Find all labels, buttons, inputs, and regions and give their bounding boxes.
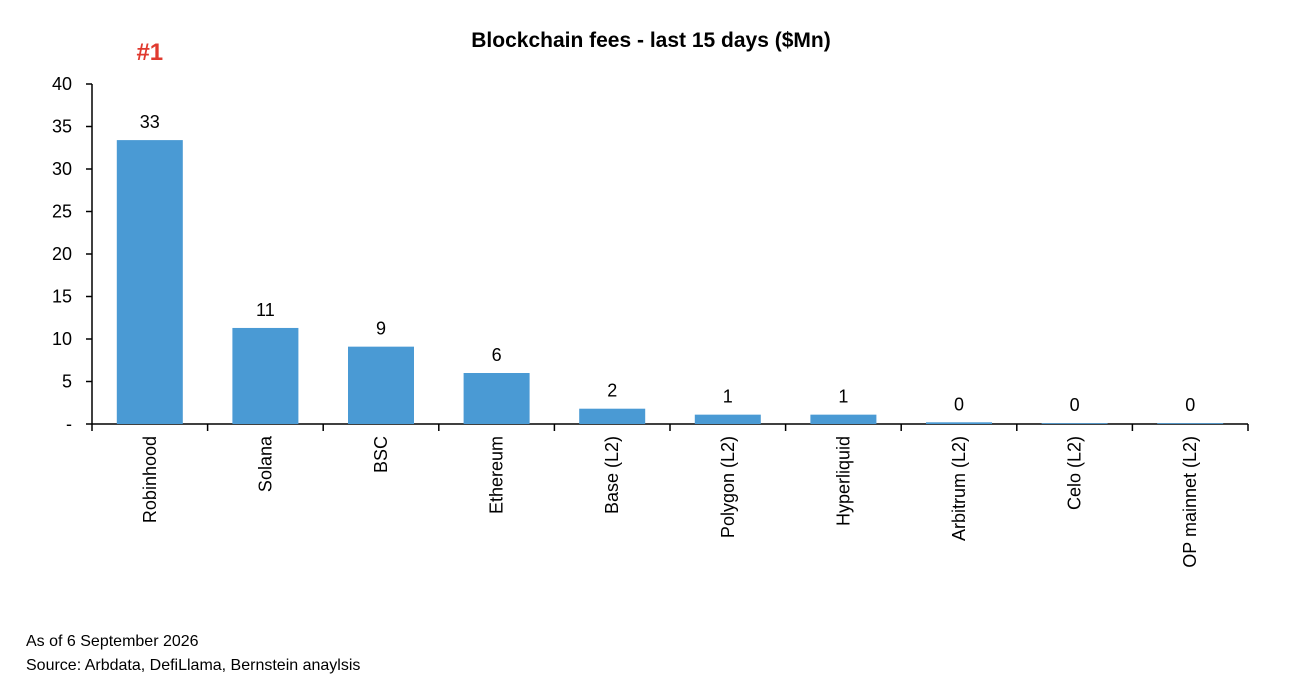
chart-title: Blockchain fees - last 15 days ($Mn) bbox=[471, 29, 830, 52]
y-tick-label: 5 bbox=[62, 372, 72, 392]
annotations: #1 bbox=[136, 39, 163, 66]
bar bbox=[348, 346, 414, 424]
bar bbox=[232, 327, 299, 424]
x-tick-label: BSC bbox=[371, 436, 391, 473]
x-tick-label: OP mainnet (L2) bbox=[1180, 436, 1200, 568]
bar bbox=[694, 414, 761, 424]
x-tick-label: Robinhood bbox=[140, 436, 160, 523]
data-label: 9 bbox=[376, 319, 386, 339]
bar bbox=[1157, 423, 1224, 424]
data-label: 33 bbox=[140, 112, 160, 132]
bar-chart: Blockchain fees - last 15 days ($Mn) - 5 1… bbox=[52, 29, 1249, 568]
x-tick-label: Polygon (L2) bbox=[718, 436, 738, 538]
bar bbox=[926, 422, 992, 424]
source-note: Source: Arbdata, DefiLlama, Bernstein an… bbox=[26, 657, 361, 674]
data-label: 11 bbox=[256, 300, 275, 320]
data-label: 0 bbox=[954, 394, 964, 414]
data-label: 1 bbox=[723, 387, 733, 407]
x-tick-label: Arbitrum (L2) bbox=[949, 436, 969, 541]
x-tick-label: Hyperliquid bbox=[833, 436, 853, 526]
data-label: 6 bbox=[492, 345, 502, 365]
bar bbox=[579, 408, 646, 424]
x-tick-label: Solana bbox=[255, 435, 275, 492]
bar bbox=[116, 140, 183, 424]
data-label: 0 bbox=[1185, 395, 1195, 415]
y-tick-label: 30 bbox=[52, 159, 72, 179]
x-tick-label: Ethereum bbox=[487, 436, 507, 514]
x-tick-label: Base (L2) bbox=[602, 436, 622, 514]
x-axis bbox=[91, 423, 1249, 431]
y-tick-label: 10 bbox=[52, 329, 72, 349]
bar bbox=[463, 373, 530, 424]
data-label: 0 bbox=[1070, 395, 1080, 415]
rank-annotation: #1 bbox=[136, 39, 163, 66]
bar bbox=[1041, 423, 1108, 424]
x-tick-label: Celo (L2) bbox=[1065, 436, 1085, 510]
bar bbox=[810, 414, 877, 424]
y-tick-label: - bbox=[66, 414, 72, 434]
data-label: 1 bbox=[838, 387, 848, 407]
y-tick-label: 25 bbox=[52, 202, 72, 222]
data-label: 2 bbox=[607, 381, 617, 401]
y-axis: - 5 10 15 20 25 30 35 40 bbox=[52, 74, 93, 434]
y-tick-label: 35 bbox=[52, 117, 72, 137]
y-tick-label: 40 bbox=[52, 74, 72, 94]
x-tick-labels: Robinhood Solana BSC Ethereum Base (L2) Polyg… bbox=[140, 435, 1200, 568]
as-of-note: As of 6 September 2026 bbox=[26, 633, 199, 650]
y-tick-label: 15 bbox=[52, 287, 72, 307]
bars bbox=[116, 140, 1224, 424]
y-tick-label: 20 bbox=[52, 244, 72, 264]
